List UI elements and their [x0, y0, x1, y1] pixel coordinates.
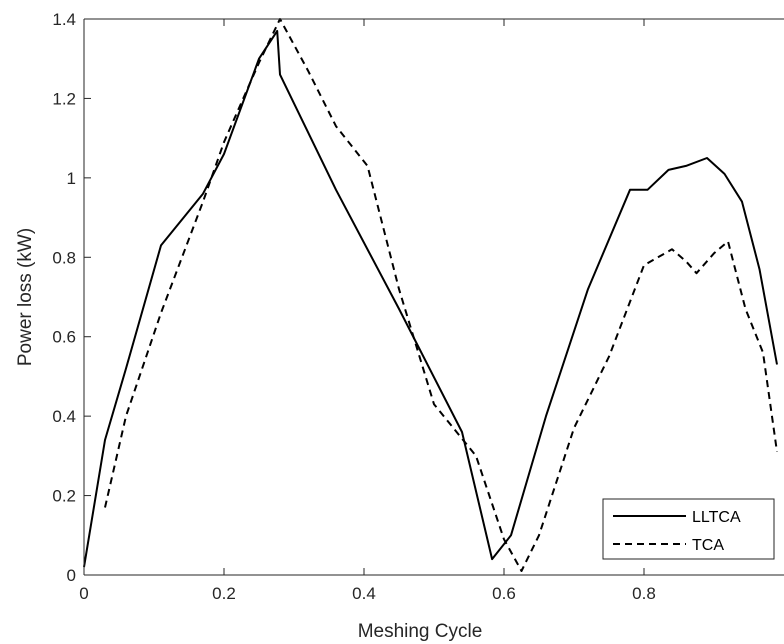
x-tick-label: 0.8 — [632, 584, 656, 603]
legend: LLTCA TCA — [602, 498, 775, 560]
x-tick-label: 0.6 — [492, 584, 516, 603]
x-axis-title: Meshing Cycle — [358, 621, 483, 642]
series-layer — [83, 18, 778, 572]
y-tick-label: 0.2 — [52, 487, 76, 506]
y-tick-label: 0.8 — [52, 248, 76, 267]
y-axis-title: Power loss (kW) — [15, 228, 36, 366]
legend-box — [602, 498, 775, 560]
series-line-lltca — [83, 29, 778, 568]
y-tick-label: 1 — [67, 169, 76, 188]
y-tick-label: 0 — [67, 566, 76, 585]
legend-label-tca: TCA — [692, 537, 724, 554]
x-tick-label: 0 — [79, 584, 88, 603]
series-line-tca — [104, 18, 778, 572]
axes-layer: 0 0.2 0.4 0.6 0.8 0 0.2 0.4 0.6 0.8 1 1.2 1.4 — [52, 10, 784, 603]
y-tick-label: 0.6 — [52, 328, 76, 347]
legend-label-lltca: LLTCA — [692, 509, 741, 526]
x-tick-label: 0.4 — [352, 584, 376, 603]
y-tick-label: 1.2 — [52, 89, 76, 108]
y-tick-label: 0.4 — [52, 407, 76, 426]
y-tick-label: 1.4 — [52, 10, 76, 29]
x-tick-label: 0.2 — [212, 584, 236, 603]
